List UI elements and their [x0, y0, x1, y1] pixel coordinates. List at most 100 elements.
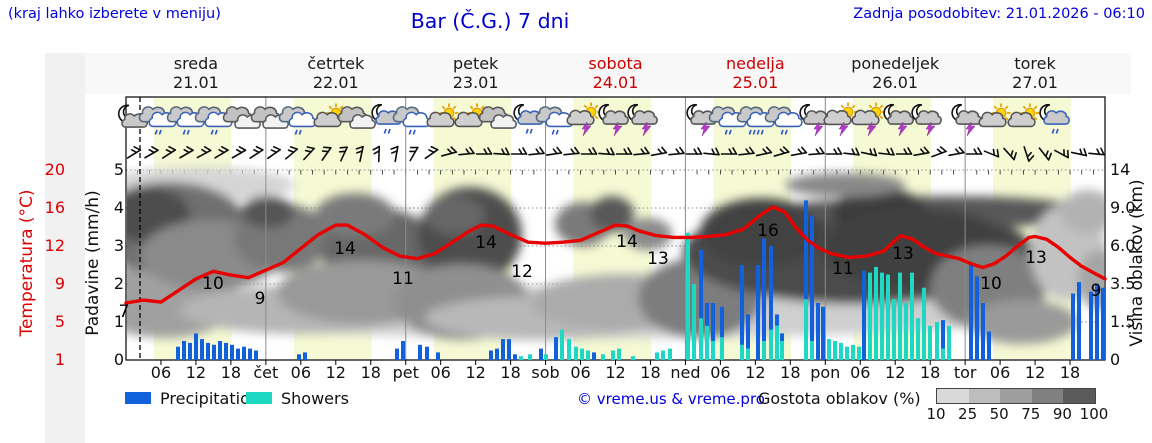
- precipitation-bar: [507, 339, 511, 360]
- showers-bar: [711, 341, 715, 360]
- precipitation-bar: [769, 246, 773, 330]
- rain-icon: [764, 106, 803, 135]
- day-abbrev-tor: tor: [953, 363, 977, 382]
- day-abbrev-sob: sob: [531, 363, 560, 382]
- day-name-ponedeljek: ponedeljek: [851, 54, 940, 73]
- cloud-blob: [590, 196, 634, 232]
- showers-bar: [580, 348, 584, 360]
- showers-bar: [833, 341, 837, 360]
- precipitation-bar: [592, 352, 596, 360]
- time-label-06: 06: [430, 363, 451, 382]
- showers-bar: [601, 354, 605, 360]
- day-name-petek: petek: [452, 54, 499, 73]
- precipitation-legend-label: Precipitation: [160, 389, 261, 408]
- wind-barb: [1038, 147, 1053, 161]
- temperature-value-label: 16: [757, 221, 779, 241]
- wind-barb: [249, 145, 264, 159]
- wind-barb: [948, 146, 965, 157]
- sun-cloud-icon: [1007, 103, 1040, 128]
- showers-swatch: [246, 392, 272, 404]
- precipitation-bar: [862, 270, 866, 360]
- precipitation-bar: [746, 314, 750, 349]
- showers-bar: [586, 350, 590, 360]
- day-header-background: [85, 53, 1131, 94]
- wind-barb: [161, 145, 177, 159]
- wind-barb: [738, 146, 755, 156]
- precipitation-bar: [194, 333, 198, 360]
- rain-icon: [194, 106, 233, 135]
- time-label-12: 12: [325, 363, 346, 382]
- precipitation-bar: [699, 249, 703, 319]
- cloud-tick-0: 0: [1110, 350, 1121, 369]
- showers-bar: [769, 329, 773, 360]
- cloud-icon: [250, 106, 289, 129]
- density-tick-10: 10: [926, 405, 946, 423]
- time-label-18: 18: [360, 363, 381, 382]
- showers-bar: [720, 337, 724, 360]
- wind-barb: [808, 146, 825, 156]
- day-date: 23.01: [452, 73, 499, 92]
- day-date: 24.01: [592, 73, 639, 92]
- cloud-icon: [478, 106, 517, 129]
- wind-barb: [860, 148, 878, 157]
- day-name-četrtek: četrtek: [307, 54, 365, 73]
- storm-moon-icon: [911, 103, 942, 137]
- showers-bar: [922, 287, 926, 360]
- showers-bar: [857, 346, 861, 360]
- rain-icon: [392, 106, 431, 135]
- cloud-tick-1.5: 1.5: [1110, 312, 1136, 331]
- cloud-blob: [425, 195, 485, 235]
- temperature-value-label: 11: [832, 259, 854, 279]
- wind-barb: [563, 146, 580, 156]
- showers-bar: [874, 266, 878, 360]
- copyright-link[interactable]: © vreme.us & vreme.pro: [577, 390, 765, 408]
- day-abbrev-pet: pet: [392, 363, 419, 382]
- temperature-value-label: 7: [119, 302, 130, 322]
- wind-barb: [214, 145, 229, 159]
- last-update: Zadnja posodobitev: 21.01.2026 - 06:10: [853, 6, 1145, 22]
- temperature-value-label: 11: [392, 269, 414, 289]
- wind-barb: [773, 146, 790, 157]
- precipitation-bar: [418, 344, 422, 360]
- day-name-sreda: sreda: [173, 54, 219, 73]
- precipitation-bar: [804, 200, 808, 300]
- time-label-12: 12: [185, 363, 207, 382]
- rain-icon: [535, 106, 574, 135]
- precipitation-bar: [1101, 287, 1105, 360]
- showers-bar: [560, 329, 564, 360]
- showers-bar: [827, 339, 831, 360]
- precipitation-bar: [297, 354, 301, 360]
- wind-barb: [895, 147, 913, 155]
- wind-barb: [668, 146, 685, 156]
- wind-barb: [598, 147, 615, 156]
- showers-bar: [705, 325, 709, 360]
- left-gray-strip: [45, 53, 85, 443]
- wind-barb: [720, 147, 738, 155]
- density-tick-75: 75: [1021, 405, 1041, 423]
- time-label-12: 12: [885, 363, 906, 382]
- showers-bar: [668, 348, 672, 360]
- storm-moon-icon: [951, 103, 982, 137]
- temperature-line: [124, 205, 1107, 305]
- precipitation-bar: [254, 350, 258, 360]
- cloud-tick-3.5: 3.5: [1110, 274, 1136, 293]
- precipitation-bar: [554, 337, 558, 360]
- precipitation-bar: [810, 215, 814, 341]
- precipitation-bar: [756, 265, 760, 360]
- precipitation-bar: [436, 352, 440, 360]
- time-label-06: 06: [290, 363, 311, 382]
- wind-barb: [983, 148, 1000, 158]
- cloud-blob: [967, 300, 1077, 344]
- precipitation-bar: [218, 341, 222, 360]
- density-segment: [968, 389, 1001, 403]
- storm-moon-icon: [598, 103, 629, 137]
- showers-bar: [661, 350, 665, 360]
- time-label-06: 06: [150, 363, 172, 382]
- time-label-18: 18: [640, 363, 661, 382]
- weather-icons-row: [117, 102, 1070, 137]
- precipitation-bar: [1089, 291, 1093, 360]
- wind-barb: [825, 147, 843, 155]
- temp-tick-16: 16: [44, 198, 65, 217]
- wind-barb: [1088, 147, 1105, 156]
